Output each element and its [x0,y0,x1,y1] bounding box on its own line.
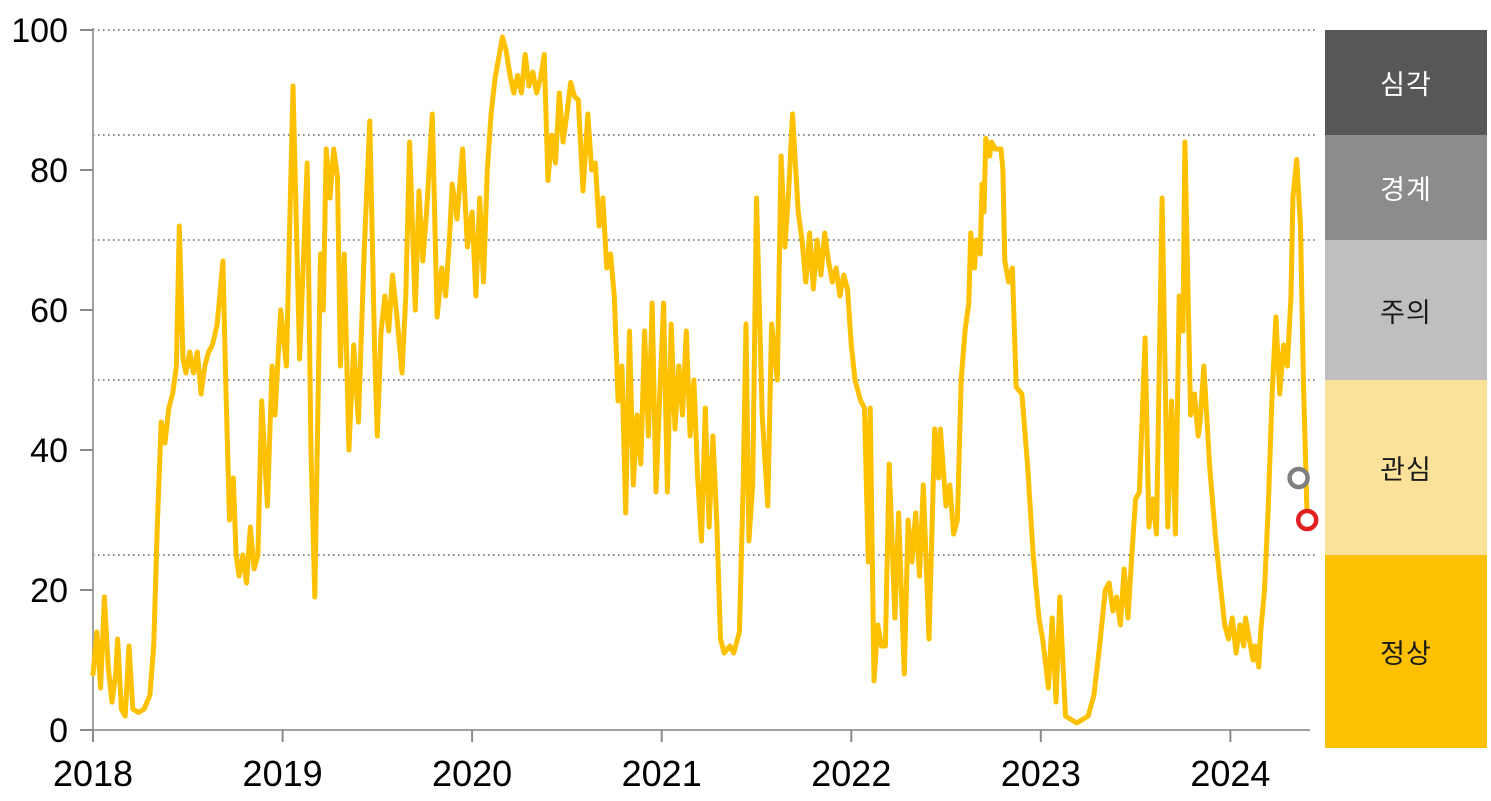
previous-value-marker [1287,466,1310,490]
legend-band-alert: 경계 [1325,135,1487,240]
latest-value-marker [1295,508,1319,532]
y-tick-label: 0 [49,712,68,750]
legend-band-normal: 정상 [1325,555,1487,748]
y-tick-label: 20 [30,572,68,610]
x-tick-label: 2023 [1001,753,1081,794]
y-tick-label: 60 [30,292,68,330]
legend-band-caution: 주의 [1325,240,1487,380]
y-tick-label: 80 [30,152,68,190]
legend-band-label: 관심 [1380,455,1432,485]
series-line-risk-index [90,34,1310,726]
legend-band-label: 심각 [1380,70,1432,100]
legend-band-watch: 관심 [1325,380,1487,555]
end-markers [1287,466,1319,532]
legend-band-severe: 심각 [1325,30,1487,135]
axis-labels: 0 20 40 60 80 100 2018 2019 2020 2021 2022 2023 2024 [11,12,1270,794]
gridlines [93,29,1318,556]
y-tick-label: 100 [11,12,68,50]
x-tick-label: 2018 [53,753,133,794]
axes [80,28,1310,742]
legend-band-label: 경계 [1380,175,1432,205]
x-tick-label: 2024 [1190,753,1270,794]
series-lines [90,34,1310,726]
x-tick-label: 2020 [432,753,512,794]
x-tick-label: 2022 [811,753,891,794]
legend-band-label: 주의 [1380,297,1432,328]
x-tick-label: 2019 [243,753,323,794]
x-tick-label: 2021 [622,753,702,794]
legend-band-label: 정상 [1380,639,1432,669]
y-tick-label: 40 [30,432,68,470]
